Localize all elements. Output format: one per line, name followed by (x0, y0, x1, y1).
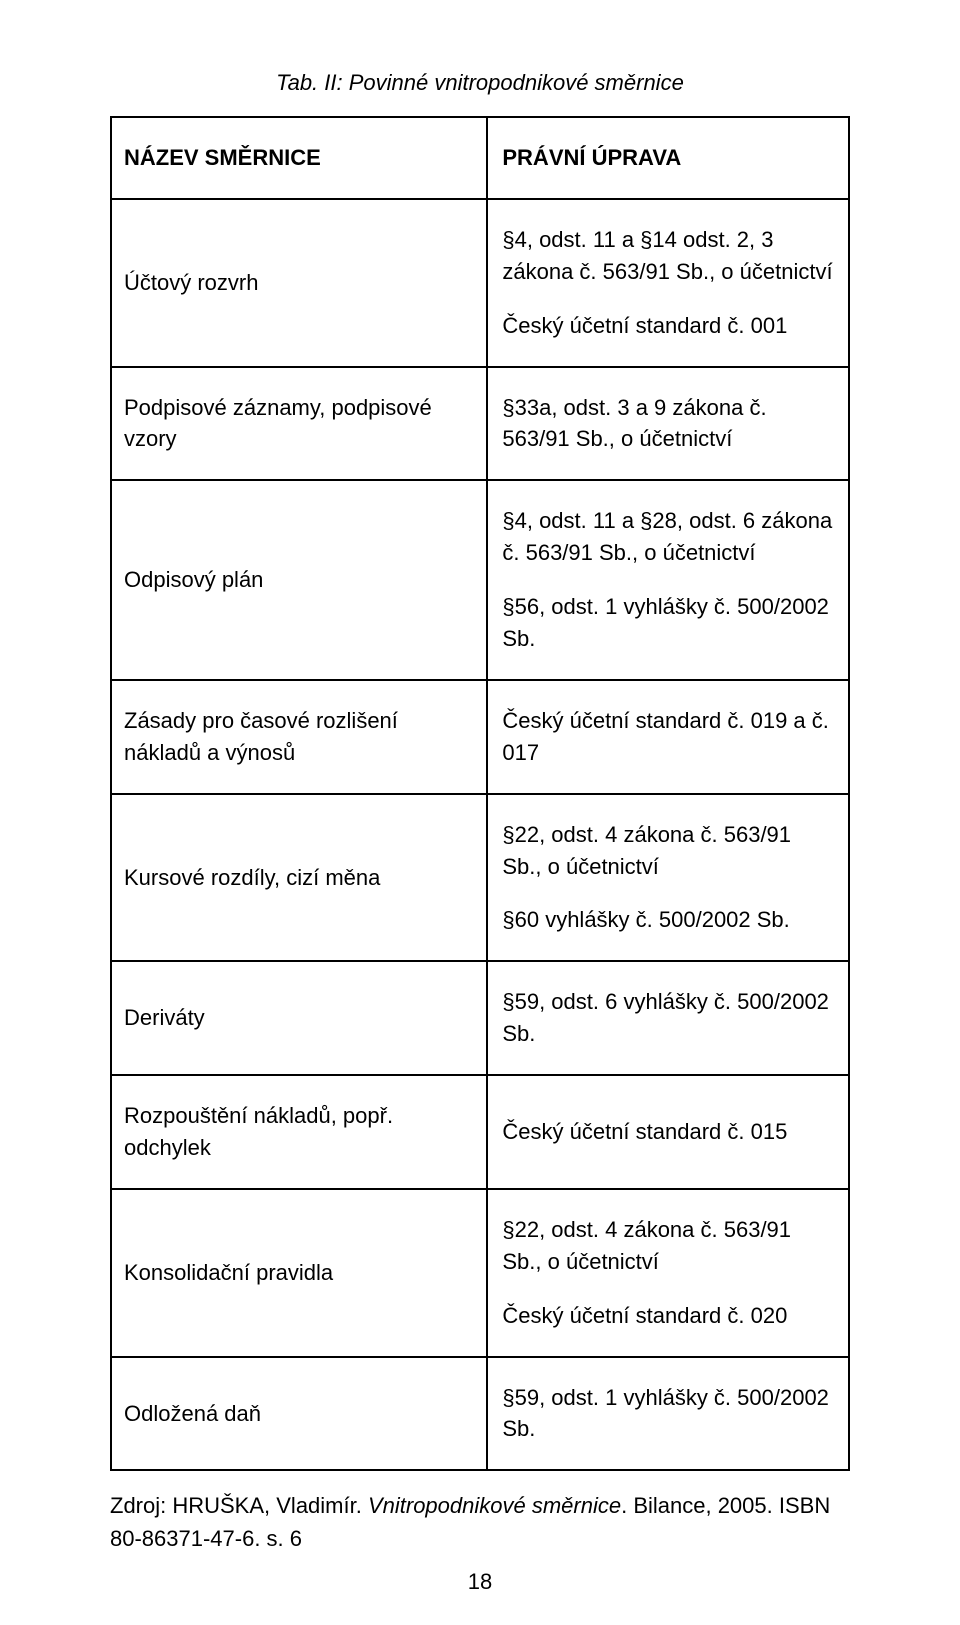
legal-basis: §4, odst. 11 a §28, odst. 6 zákona č. 56… (487, 480, 849, 680)
directive-name: Deriváty (111, 961, 487, 1075)
table-row: Podpisové záznamy, podpisové vzory §33a,… (111, 367, 849, 481)
directive-name: Odložená daň (111, 1357, 487, 1471)
legal-basis-item: §4, odst. 11 a §28, odst. 6 zákona č. 56… (502, 505, 836, 569)
directive-name: Zásady pro časové rozlišení nákladů a vý… (111, 680, 487, 794)
directive-name: Rozpouštění nákladů, popř. odchylek (111, 1075, 487, 1189)
table-caption: Tab. II: Povinné vnitropodnikové směrnic… (110, 70, 850, 96)
legal-basis: §22, odst. 4 zákona č. 563/91 Sb., o úče… (487, 1189, 849, 1357)
legal-basis-item: §59, odst. 6 vyhlášky č. 500/2002 Sb. (502, 986, 836, 1050)
legal-basis-item: Český účetní standard č. 015 (502, 1116, 836, 1148)
table-row: Deriváty §59, odst. 6 vyhlášky č. 500/20… (111, 961, 849, 1075)
source-prefix: Zdroj: HRUŠKA, Vladimír. (110, 1493, 368, 1518)
header-law-cell: PRÁVNÍ ÚPRAVA (487, 117, 849, 199)
directives-table: NÁZEV SMĚRNICE PRÁVNÍ ÚPRAVA Účtový rozv… (110, 116, 850, 1471)
legal-basis: §59, odst. 6 vyhlášky č. 500/2002 Sb. (487, 961, 849, 1075)
legal-basis-item: Český účetní standard č. 019 a č. 017 (502, 705, 836, 769)
legal-basis: §4, odst. 11 a §14 odst. 2, 3 zákona č. … (487, 199, 849, 367)
legal-basis-item: §59, odst. 1 vyhlášky č. 500/2002 Sb. (502, 1382, 836, 1446)
table-row: Odpisový plán §4, odst. 11 a §28, odst. … (111, 480, 849, 680)
table-row: Odložená daň §59, odst. 1 vyhlášky č. 50… (111, 1357, 849, 1471)
table-row: Konsolidační pravidla §22, odst. 4 zákon… (111, 1189, 849, 1357)
directive-name: Odpisový plán (111, 480, 487, 680)
directive-name: Kursové rozdíly, cizí měna (111, 794, 487, 962)
table-row: Rozpouštění nákladů, popř. odchylek Česk… (111, 1075, 849, 1189)
header-name-cell: NÁZEV SMĚRNICE (111, 117, 487, 199)
table-row: Zásady pro časové rozlišení nákladů a vý… (111, 680, 849, 794)
legal-basis-item: §22, odst. 4 zákona č. 563/91 Sb., o úče… (502, 819, 836, 883)
legal-basis: Český účetní standard č. 019 a č. 017 (487, 680, 849, 794)
source-book-title: Vnitropodnikové směrnice (368, 1493, 621, 1518)
directive-name: Podpisové záznamy, podpisové vzory (111, 367, 487, 481)
legal-basis-item: §33a, odst. 3 a 9 zákona č. 563/91 Sb., … (502, 392, 836, 456)
source-citation: Zdroj: HRUŠKA, Vladimír. Vnitropodnikové… (110, 1489, 850, 1555)
legal-basis: §22, odst. 4 zákona č. 563/91 Sb., o úče… (487, 794, 849, 962)
page-number: 18 (0, 1569, 960, 1595)
table-header-row: NÁZEV SMĚRNICE PRÁVNÍ ÚPRAVA (111, 117, 849, 199)
legal-basis: §33a, odst. 3 a 9 zákona č. 563/91 Sb., … (487, 367, 849, 481)
table-row: Účtový rozvrh §4, odst. 11 a §14 odst. 2… (111, 199, 849, 367)
page: Tab. II: Povinné vnitropodnikové směrnic… (0, 0, 960, 1625)
directive-name: Konsolidační pravidla (111, 1189, 487, 1357)
legal-basis-item: Český účetní standard č. 020 (502, 1300, 836, 1332)
legal-basis-item: Český účetní standard č. 001 (502, 310, 836, 342)
legal-basis-item: §60 vyhlášky č. 500/2002 Sb. (502, 904, 836, 936)
legal-basis-item: §22, odst. 4 zákona č. 563/91 Sb., o úče… (502, 1214, 836, 1278)
table-row: Kursové rozdíly, cizí měna §22, odst. 4 … (111, 794, 849, 962)
legal-basis: §59, odst. 1 vyhlášky č. 500/2002 Sb. (487, 1357, 849, 1471)
legal-basis-item: §56, odst. 1 vyhlášky č. 500/2002 Sb. (502, 591, 836, 655)
directive-name: Účtový rozvrh (111, 199, 487, 367)
legal-basis-item: §4, odst. 11 a §14 odst. 2, 3 zákona č. … (502, 224, 836, 288)
legal-basis: Český účetní standard č. 015 (487, 1075, 849, 1189)
